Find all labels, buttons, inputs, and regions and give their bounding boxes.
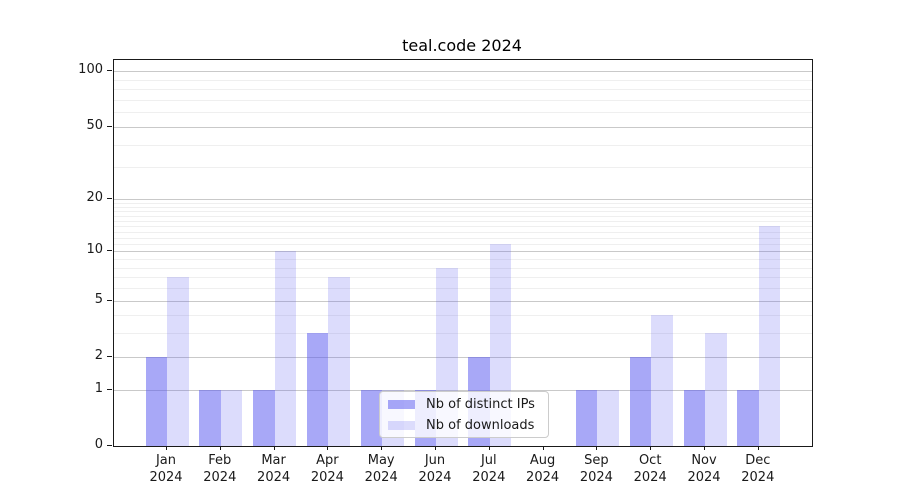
gridline-major: [114, 198, 812, 200]
y-tick-mark: [107, 355, 112, 357]
gridline-minor: [114, 237, 812, 239]
bar-distinct-ips-nov: [683, 389, 705, 446]
y-tick-mark: [107, 445, 112, 446]
x-tick-label-oct: Oct 2024: [633, 453, 667, 485]
y-tick-label: 1: [94, 380, 103, 396]
bar-distinct-ips-may: [360, 389, 383, 446]
gridline-minor: [114, 259, 812, 260]
y-tick-mark: [107, 299, 112, 301]
bar-downloads-nov: [705, 333, 727, 446]
gridline-minor: [114, 277, 812, 279]
bar-distinct-ips-mar: [253, 389, 275, 446]
y-tick-mark: [107, 197, 112, 199]
bar-distinct-ips-jan: [145, 356, 167, 446]
bar-distinct-ips-apr: [306, 333, 329, 446]
gridline-minor: [114, 267, 812, 269]
x-tick-label-jul: Jul 2024: [472, 453, 506, 485]
gridline-minor: [114, 288, 812, 289]
y-tick-label: 20: [86, 189, 103, 205]
legend-label-distinct-ips: Nb of distinct IPs: [426, 396, 535, 412]
gridline-major: [114, 356, 812, 358]
bar-downloads-jan: [167, 277, 189, 446]
x-tick-label-jun: Jun 2024: [418, 453, 452, 485]
bar-distinct-ips-oct: [629, 356, 652, 446]
gridline-minor: [114, 206, 812, 208]
y-tick-label: 2: [94, 347, 103, 363]
legend-item-downloads: Nb of downloads: [388, 417, 540, 434]
gridline-minor: [114, 226, 812, 228]
plot-area: Nb of distinct IPs Nb of downloads: [113, 59, 813, 447]
gridline-minor: [114, 211, 812, 213]
gridline-minor: [114, 167, 812, 169]
gridline-minor: [114, 333, 812, 335]
y-tick-label: 0: [94, 437, 103, 452]
legend-item-distinct-ips: Nb of distinct IPs: [388, 396, 540, 413]
y-tick-mark: [107, 388, 112, 390]
gridline-minor: [114, 215, 812, 217]
x-tick-label-may: May 2024: [364, 453, 398, 485]
x-tick-label-aug: Aug 2024: [526, 453, 560, 485]
y-tick-mark: [107, 250, 112, 252]
gridline-major: [114, 389, 812, 391]
legend-label-downloads: Nb of downloads: [426, 417, 535, 433]
y-tick-mark: [107, 70, 112, 72]
x-tick-label-apr: Apr 2024: [310, 453, 344, 485]
bar-downloads-sep: [597, 389, 619, 446]
gridline-major: [114, 126, 812, 128]
gridline-minor: [114, 231, 812, 233]
y-tick-mark: [107, 125, 112, 127]
y-tick-label: 10: [86, 242, 103, 258]
gridline-minor: [114, 144, 812, 146]
bar-distinct-ips-feb: [199, 389, 221, 446]
x-tick-label-nov: Nov 2024: [687, 453, 721, 485]
y-tick-label: 5: [94, 291, 103, 307]
bar-downloads-mar: [274, 251, 297, 446]
x-tick-label-jan: Jan 2024: [149, 453, 183, 485]
bar-distinct-ips-dec: [737, 389, 759, 446]
legend-swatch-distinct-ips-icon: [388, 399, 415, 409]
gridline-major: [114, 251, 812, 253]
y-tick-label: 50: [86, 117, 103, 133]
bar-downloads-feb: [220, 389, 243, 446]
x-tick-label-sep: Sep 2024: [579, 453, 613, 485]
chart-title: teal.code 2024: [402, 36, 522, 55]
y-tick-label: 100: [78, 62, 103, 78]
x-tick-label-mar: Mar 2024: [257, 453, 291, 485]
x-tick-label-dec: Dec 2024: [741, 453, 775, 485]
bar-downloads-oct: [651, 315, 673, 446]
bar-downloads-apr: [328, 277, 350, 446]
bar-distinct-ips-sep: [575, 389, 598, 446]
gridline-major: [114, 300, 812, 302]
gridline-minor: [114, 220, 812, 222]
gridline-minor: [114, 112, 812, 114]
gridline-minor: [114, 202, 812, 204]
gridline-minor: [114, 89, 812, 91]
gridline-minor: [114, 315, 812, 317]
legend: Nb of distinct IPs Nb of downloads: [379, 391, 549, 438]
gridline-major: [114, 71, 812, 73]
legend-swatch-downloads-icon: [388, 420, 415, 430]
bar-downloads-dec: [758, 226, 781, 446]
gridline-minor: [114, 244, 812, 246]
x-tick-label-feb: Feb 2024: [203, 453, 237, 485]
gridline-minor: [114, 79, 812, 81]
gridline-minor: [114, 99, 812, 101]
